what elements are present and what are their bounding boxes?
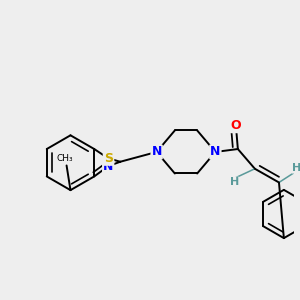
Text: N: N bbox=[103, 160, 113, 173]
Text: O: O bbox=[231, 119, 241, 132]
Text: N: N bbox=[152, 146, 162, 158]
Text: H: H bbox=[292, 163, 300, 173]
Text: H: H bbox=[230, 177, 239, 187]
Text: S: S bbox=[104, 152, 113, 165]
Text: CH₃: CH₃ bbox=[56, 154, 73, 163]
Text: N: N bbox=[210, 146, 220, 158]
